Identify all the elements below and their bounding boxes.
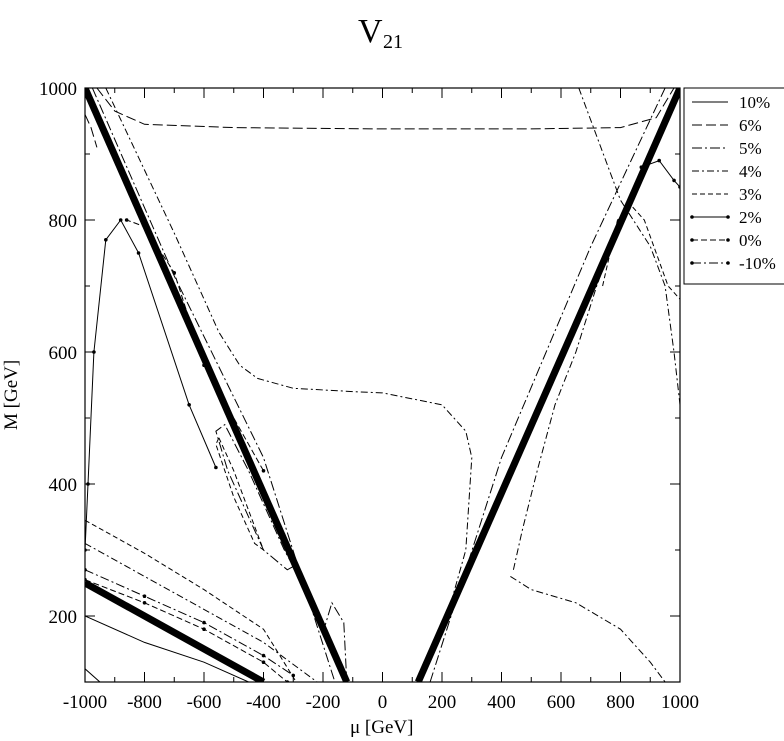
legend-box [683, 87, 784, 285]
series-line-3-1 [105, 88, 473, 682]
tick-layer: -1000 -800 -600 -400 -200 0 200 400 600 800 1000 20… [39, 79, 699, 713]
series-line-7-0 [85, 569, 294, 676]
series-line-3-4 [512, 252, 610, 570]
x-tick-label-0: -1000 [63, 692, 107, 713]
y-axis-label: M [GeV] [1, 360, 22, 430]
series-point-6-0-2 [202, 627, 206, 631]
x-tick-label-8: 600 [547, 692, 576, 713]
legend-swatch-dot-end-5 [726, 215, 730, 219]
series-point-6-0-3 [261, 660, 266, 664]
x-tick-label-1: -800 [127, 692, 162, 713]
series-point-6-0-4 [285, 680, 290, 682]
y-tick-label-2: 600 [49, 343, 78, 364]
legend-label-3: 4% [739, 162, 762, 181]
series-point-5-0-0 [214, 465, 218, 470]
series-point-7-0-1 [142, 594, 147, 598]
series-line-0-1 [85, 668, 101, 682]
series-line-1-0 [96, 88, 675, 130]
legend-swatch-dot-end-7 [726, 261, 730, 265]
series-point-7-0-0 [85, 568, 87, 572]
y-tick-label-0: 200 [49, 607, 78, 628]
series-line-0-0 [85, 615, 249, 682]
legend-label-1: 6% [739, 116, 762, 135]
plot-frame [84, 87, 681, 683]
legend-label-7: -10% [739, 254, 776, 273]
legend-swatch-dot-6 [690, 238, 694, 242]
legend-swatch-dot-end-6 [726, 238, 730, 242]
series-point-6-1-0 [261, 469, 266, 473]
series-point-6-1-2 [172, 271, 177, 275]
boundary-line-0 [85, 88, 351, 682]
series-point-5-0-3 [118, 218, 123, 222]
series-line-4-2 [602, 206, 680, 300]
series-point-5-0-2 [136, 251, 141, 255]
x-tick-label-7: 400 [487, 692, 516, 713]
series-point-5-0-1 [187, 403, 191, 407]
series-line-4-0 [85, 519, 297, 682]
x-tick-label-9: 800 [606, 692, 635, 713]
series-point-6-0-1 [142, 601, 147, 605]
x-tick-label-5: 0 [378, 692, 388, 713]
x-tick-label-2: -600 [187, 692, 222, 713]
series-point-7-0-3 [261, 653, 266, 658]
series-point-7-0-2 [202, 620, 206, 625]
chart-title-subscript: 21 [383, 31, 403, 53]
series-point-5-1-1 [657, 158, 661, 163]
series-line-4-1 [215, 437, 265, 552]
y-tick-label-1: 400 [49, 475, 78, 496]
series-line-3-0 [85, 542, 318, 682]
y-tick-label-3: 800 [49, 211, 78, 232]
y-tick-label-4: 1000 [39, 79, 77, 100]
series-point-5-1-2 [672, 178, 676, 183]
series-point-7-0-4 [291, 673, 296, 678]
series-point-5-1-3 [678, 185, 680, 189]
legend-swatch-dot-5 [690, 215, 694, 219]
series-line-2-2 [215, 423, 294, 571]
legend-label-0: 10% [739, 93, 770, 112]
series-line-2-3 [322, 601, 348, 682]
x-tick-label-3: -400 [246, 692, 281, 713]
x-tick-label-6: 200 [428, 692, 457, 713]
x-axis-label: μ [GeV] [350, 717, 413, 738]
x-tick-label-4: -200 [306, 692, 341, 713]
legend-label-4: 3% [739, 185, 762, 204]
series-line-6-0 [85, 579, 288, 682]
legend-label-2: 5% [739, 139, 762, 158]
series-point-6-1-4 [124, 218, 129, 222]
series-line-5-0 [85, 219, 217, 551]
legend-label-5: 2% [739, 208, 762, 227]
legend-swatch-dot-7 [690, 261, 694, 265]
legend-label-6: 0% [739, 231, 762, 250]
boundary-line-1 [414, 88, 680, 682]
series-line-1-1 [85, 114, 98, 148]
boundary-line-2 [85, 579, 266, 682]
x-tick-label-10: 1000 [661, 692, 699, 713]
legend: 10% 6% 5% 4% 3% 2% 0% -10% [683, 87, 784, 285]
data-layer [85, 88, 680, 682]
series-line-3-3 [510, 575, 666, 682]
series-point-5-0-4 [104, 238, 108, 242]
series-line-3-2 [578, 88, 680, 405]
chart-title: V [358, 13, 383, 50]
